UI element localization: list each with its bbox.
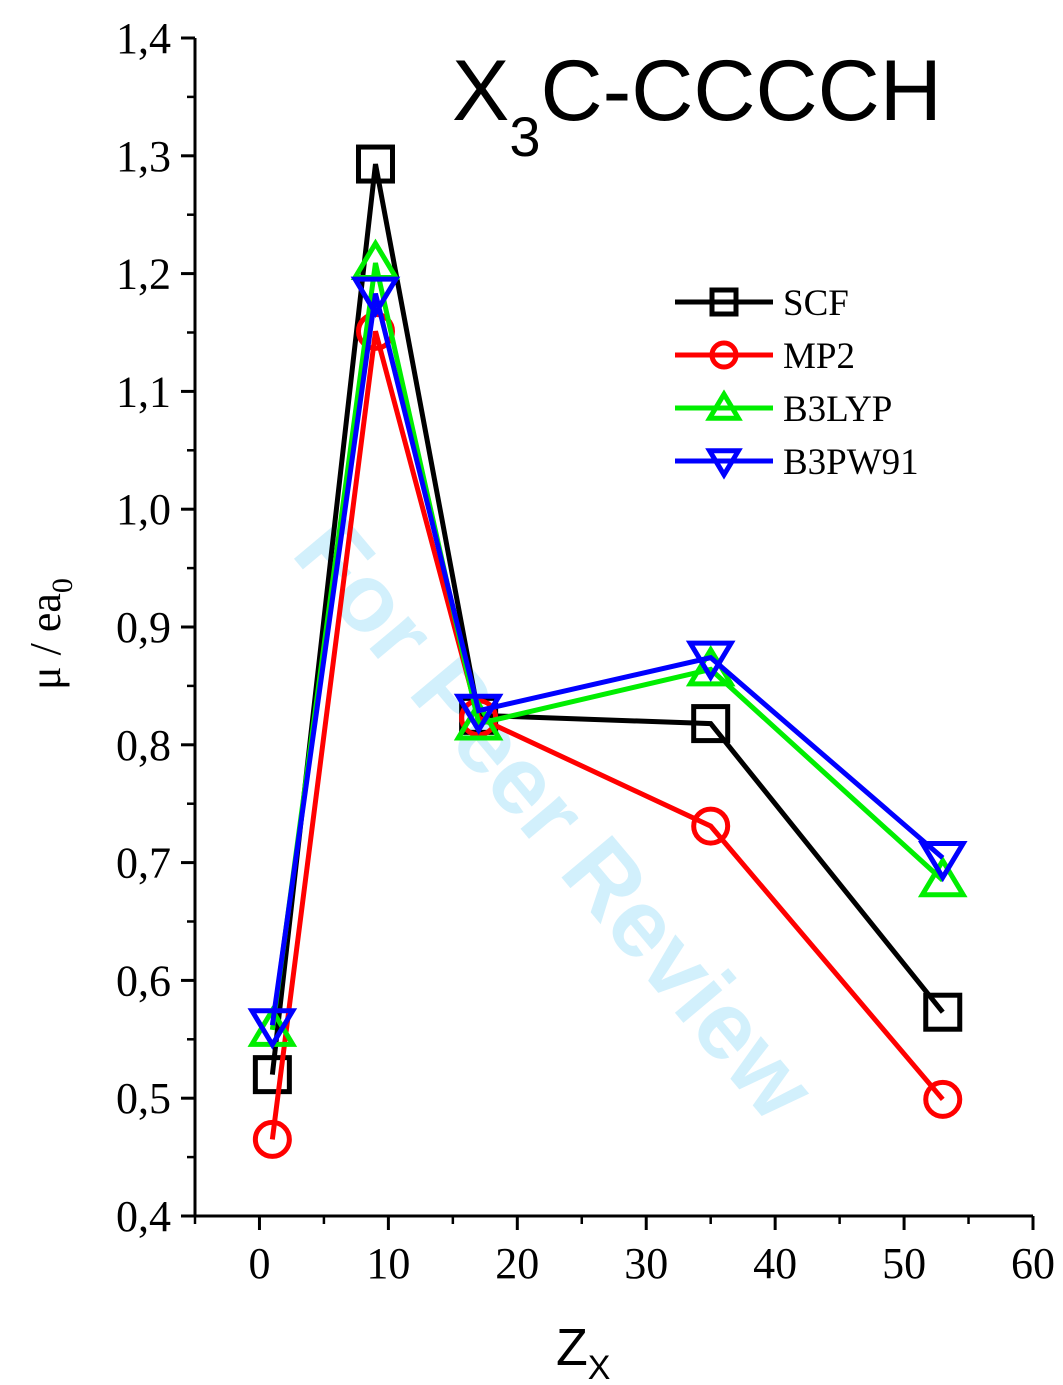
legend-label: B3LYP <box>783 389 892 430</box>
series-line-b3pw91 <box>269 293 945 1026</box>
y-tick-label: 1,4 <box>116 14 171 63</box>
data-point-mp2 <box>252 1119 292 1159</box>
y-tick-label: 0,5 <box>116 1074 171 1123</box>
x-axis-title-main: Z <box>556 1319 588 1377</box>
data-point-b3lyp <box>453 699 504 741</box>
series-line-b3lyp <box>269 262 945 1031</box>
x-tick-label: 0 <box>248 1239 270 1288</box>
y-tick-label: 1,0 <box>116 485 171 534</box>
legend-marker <box>705 389 743 421</box>
y-tick-label: 1,1 <box>116 367 171 416</box>
data-point-scf <box>252 1055 292 1095</box>
y-axis-title: μ / ea0 <box>21 578 79 690</box>
y-tick-label: 0,7 <box>116 839 171 888</box>
title-main: X <box>452 43 509 139</box>
data-point-scf <box>923 992 963 1032</box>
data-point-b3lyp <box>917 855 968 898</box>
watermark: For Peer Review <box>274 499 836 1140</box>
legend-marker <box>705 448 743 480</box>
legend: SCF MP2 B3LYP B3PW91 <box>675 283 919 483</box>
x-axis-title-subscript: X <box>588 1349 611 1385</box>
chart-title: X3C-CCCCH <box>452 43 942 168</box>
y-tick-label: 1,2 <box>116 250 171 299</box>
x-tick-label: 50 <box>882 1239 926 1288</box>
data-point-mp2 <box>923 1079 963 1119</box>
legend-label: MP2 <box>783 336 855 377</box>
legend-item-mp2: MP2 <box>675 336 855 377</box>
y-tick-label: 0,9 <box>116 603 171 652</box>
series-b3pw91 <box>247 276 968 1050</box>
legend-marker <box>709 340 739 370</box>
axes: 0,4 0,5 0,6 0,7 0,8 0,9 1,0 1,1 1,2 1,3 1,4 0 10 20 30… <box>116 14 1055 1288</box>
data-point-scf <box>355 144 395 184</box>
x-tick-label: 40 <box>753 1239 797 1288</box>
y-tick-label: 0,6 <box>116 956 171 1005</box>
legend-item-b3lyp: B3LYP <box>675 389 892 430</box>
title-subscript: 3 <box>509 105 540 168</box>
y-tick-label: 0,4 <box>116 1192 171 1241</box>
legend-item-b3pw91: B3PW91 <box>675 442 919 483</box>
y-axis-title-main: μ / ea <box>21 593 70 690</box>
legend-marker <box>709 287 739 317</box>
data-point-scf <box>691 704 731 744</box>
x-tick-label: 20 <box>495 1239 539 1288</box>
legend-item-scf: SCF <box>675 283 849 324</box>
data-point-b3pw91 <box>453 693 504 736</box>
data-point-b3pw91 <box>350 276 401 319</box>
legend-label: SCF <box>783 283 849 324</box>
data-point-b3pw91 <box>917 840 968 883</box>
x-tick-label: 30 <box>624 1239 668 1288</box>
x-axis-title: ZX <box>556 1319 610 1385</box>
data-point-mp2 <box>691 806 731 846</box>
y-tick-label: 1,3 <box>116 132 171 181</box>
x-tick-label: 10 <box>366 1239 410 1288</box>
data-point-b3pw91 <box>685 640 736 683</box>
y-axis-title-subscript: 0 <box>46 578 79 593</box>
series-mp2 <box>252 311 963 1159</box>
x-tick-label: 60 <box>1011 1239 1055 1288</box>
series-layer <box>247 144 968 1159</box>
y-tick-label: 0,8 <box>116 721 171 770</box>
legend-label: B3PW91 <box>783 442 919 483</box>
title-rest: C-CCCCH <box>541 43 942 139</box>
data-point-b3pw91 <box>247 1008 298 1050</box>
